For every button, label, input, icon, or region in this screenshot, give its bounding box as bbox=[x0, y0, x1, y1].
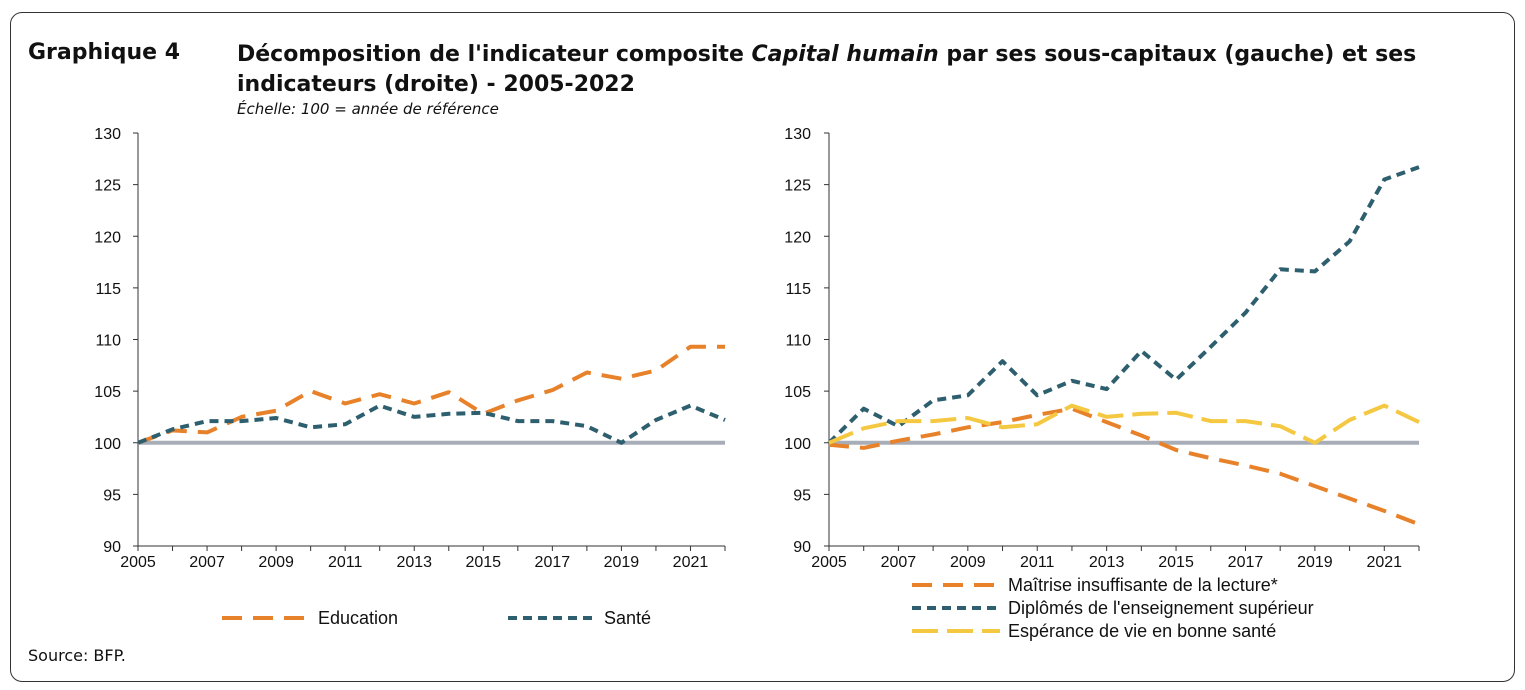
title-emphasis: Capital humain bbox=[751, 42, 939, 67]
source-note: Source: BFP. bbox=[28, 646, 126, 665]
chart1-x-tick-label: 2015 bbox=[465, 554, 501, 571]
chart1-y-tick-label: 115 bbox=[95, 281, 121, 298]
chart1-x-tick-label: 2007 bbox=[189, 554, 225, 571]
chart2-y-tick-label: 110 bbox=[785, 333, 811, 350]
chart2-y-tick-label: 125 bbox=[784, 178, 811, 195]
chart1-x-tick-label: 2021 bbox=[673, 554, 709, 571]
chart2-series-line bbox=[828, 403, 1420, 445]
chart2-x-tick-label: 2015 bbox=[1158, 554, 1194, 571]
chart2-x-tick-label: 2005 bbox=[811, 554, 847, 571]
chart2-series-line bbox=[827, 165, 1420, 445]
chart1-x-tick-label: 2011 bbox=[328, 554, 363, 571]
chart2-y-tick-label: 95 bbox=[793, 487, 811, 504]
chart2-y-tick-label: 130 bbox=[784, 126, 811, 143]
chart1-x-tick-label: 2019 bbox=[604, 554, 640, 571]
chart2-legend-label: Maîtrise insuffisante de la lecture* bbox=[1008, 575, 1278, 595]
scale-note: Échelle: 100 = année de référence bbox=[237, 100, 499, 118]
chart1-series-line bbox=[137, 344, 725, 445]
chart2-y-tick-label: 120 bbox=[784, 229, 811, 246]
chart1-x-tick-label: 2017 bbox=[535, 554, 571, 571]
chart2-x-tick-label: 2017 bbox=[1228, 554, 1264, 571]
chart1-y-tick-label: 120 bbox=[94, 229, 121, 246]
figure-frame bbox=[10, 12, 1515, 682]
chart1-legend-label: Education bbox=[318, 608, 398, 628]
chart2-x-tick-label: 2011 bbox=[1020, 554, 1055, 571]
chart1-y-tick-label: 130 bbox=[94, 126, 121, 143]
title-part-1: Décomposition de l'indicateur composite bbox=[237, 42, 752, 67]
chart2-x-tick-label: 2009 bbox=[950, 554, 986, 571]
title-part-2: par ses sous-capitaux (gauche) et ses in… bbox=[237, 42, 1417, 97]
chart1-x-tick-label: 2013 bbox=[396, 554, 432, 571]
chart2-legend-label: Espérance de vie en bonne santé bbox=[1008, 621, 1276, 641]
chart1-y-tick-label: 95 bbox=[103, 487, 121, 504]
chart2-y-tick-label: 90 bbox=[793, 539, 811, 556]
chart1-y-tick-label: 110 bbox=[95, 333, 121, 350]
figure-title: Décomposition de l'indicateur composite … bbox=[237, 40, 1467, 100]
chart1-legend-label: Santé bbox=[604, 608, 651, 628]
chart1-y-tick-label: 105 bbox=[94, 384, 121, 401]
chart2-x-tick-label: 2019 bbox=[1297, 554, 1333, 571]
chart2-legend-label: Diplômés de l'enseignement supérieur bbox=[1008, 598, 1314, 618]
chart2-x-tick-label: 2013 bbox=[1089, 554, 1125, 571]
figure-label: Graphique 4 bbox=[28, 40, 181, 65]
chart2-y-tick-label: 115 bbox=[785, 281, 811, 298]
chart1-x-tick-label: 2009 bbox=[258, 554, 294, 571]
chart1-y-tick-label: 125 bbox=[94, 178, 121, 195]
chart2-y-tick-label: 100 bbox=[784, 436, 811, 453]
chart1-y-tick-label: 90 bbox=[103, 539, 121, 556]
chart2-y-tick-label: 105 bbox=[784, 384, 811, 401]
chart2-x-tick-label: 2007 bbox=[881, 554, 917, 571]
chart2-series-line bbox=[828, 406, 1420, 527]
chart1-x-tick-label: 2005 bbox=[120, 554, 156, 571]
chart1-series-line bbox=[137, 403, 726, 445]
chart1-y-tick-label: 100 bbox=[94, 436, 121, 453]
chart2-x-tick-label: 2021 bbox=[1366, 554, 1402, 571]
